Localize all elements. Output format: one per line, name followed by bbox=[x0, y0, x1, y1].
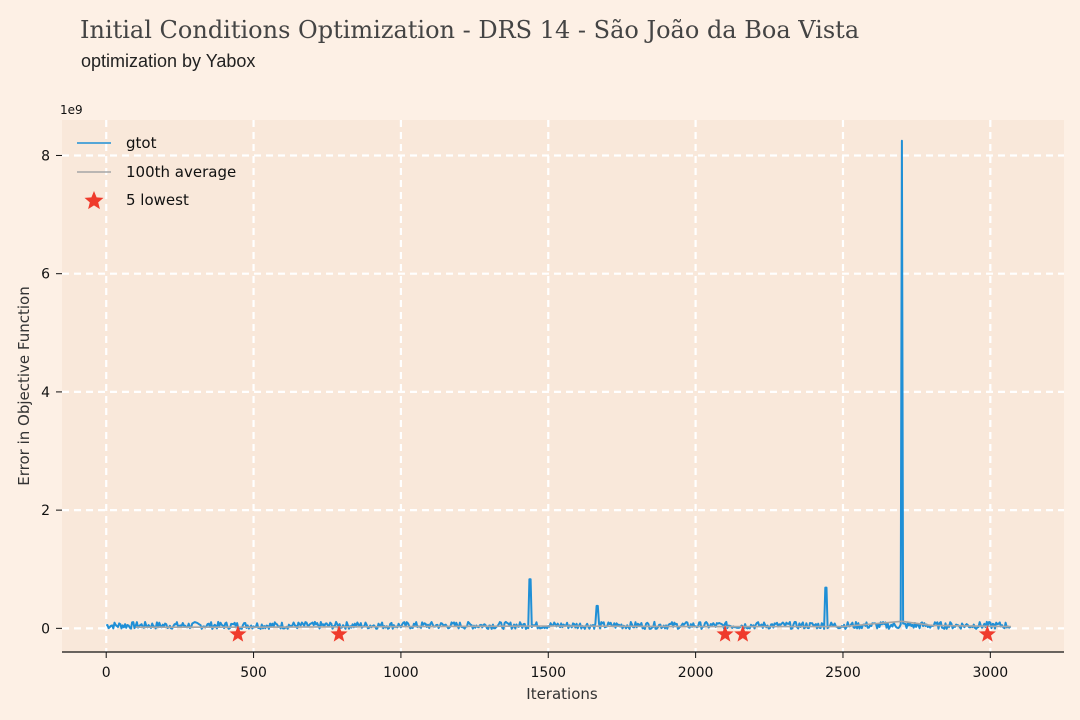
x-tick-label: 1500 bbox=[530, 665, 566, 681]
y-tick-label: 0 bbox=[41, 621, 50, 637]
series-layer bbox=[105, 139, 1012, 642]
series-line-gtot bbox=[105, 139, 1012, 630]
chart-subtitle: optimization by Yabox bbox=[81, 51, 256, 71]
x-tick-label: 1000 bbox=[383, 665, 419, 681]
legend-label-gtot: gtot bbox=[126, 134, 157, 152]
plot-area bbox=[62, 120, 1064, 652]
y-tick-label: 4 bbox=[41, 385, 50, 401]
lowest-star-marker bbox=[716, 625, 734, 642]
x-tick-label: 3000 bbox=[973, 665, 1009, 681]
x-axis-label: Iterations bbox=[526, 685, 598, 703]
y-axis-ticks: 0 2 4 6 8 bbox=[41, 148, 62, 637]
lowest-star-marker bbox=[734, 625, 752, 642]
y-tick-label: 8 bbox=[41, 148, 50, 164]
legend: gtot 100th average 5 lowest bbox=[77, 134, 236, 210]
x-tick-label: 500 bbox=[240, 665, 267, 681]
legend-star-marker bbox=[84, 191, 104, 210]
lowest-star-marker bbox=[229, 625, 247, 642]
y-axis-label: Error in Objective Function bbox=[15, 286, 33, 485]
y-tick-label: 6 bbox=[41, 267, 50, 283]
x-tick-label: 0 bbox=[102, 665, 111, 681]
legend-label-lowest: 5 lowest bbox=[126, 191, 189, 209]
x-axis-ticks: 0 500 1000 1500 2000 2500 3000 bbox=[102, 652, 1008, 681]
x-tick-label: 2000 bbox=[678, 665, 714, 681]
lowest-star-marker bbox=[330, 625, 348, 642]
y-tick-label: 2 bbox=[41, 503, 50, 519]
series-line-average bbox=[135, 620, 1012, 629]
chart-title: Initial Conditions Optimization - DRS 14… bbox=[80, 16, 860, 44]
x-tick-label: 2500 bbox=[825, 665, 861, 681]
legend-label-average: 100th average bbox=[126, 163, 236, 181]
lowest-star-marker bbox=[978, 625, 996, 642]
y-offset-label: 1e9 bbox=[60, 103, 83, 117]
